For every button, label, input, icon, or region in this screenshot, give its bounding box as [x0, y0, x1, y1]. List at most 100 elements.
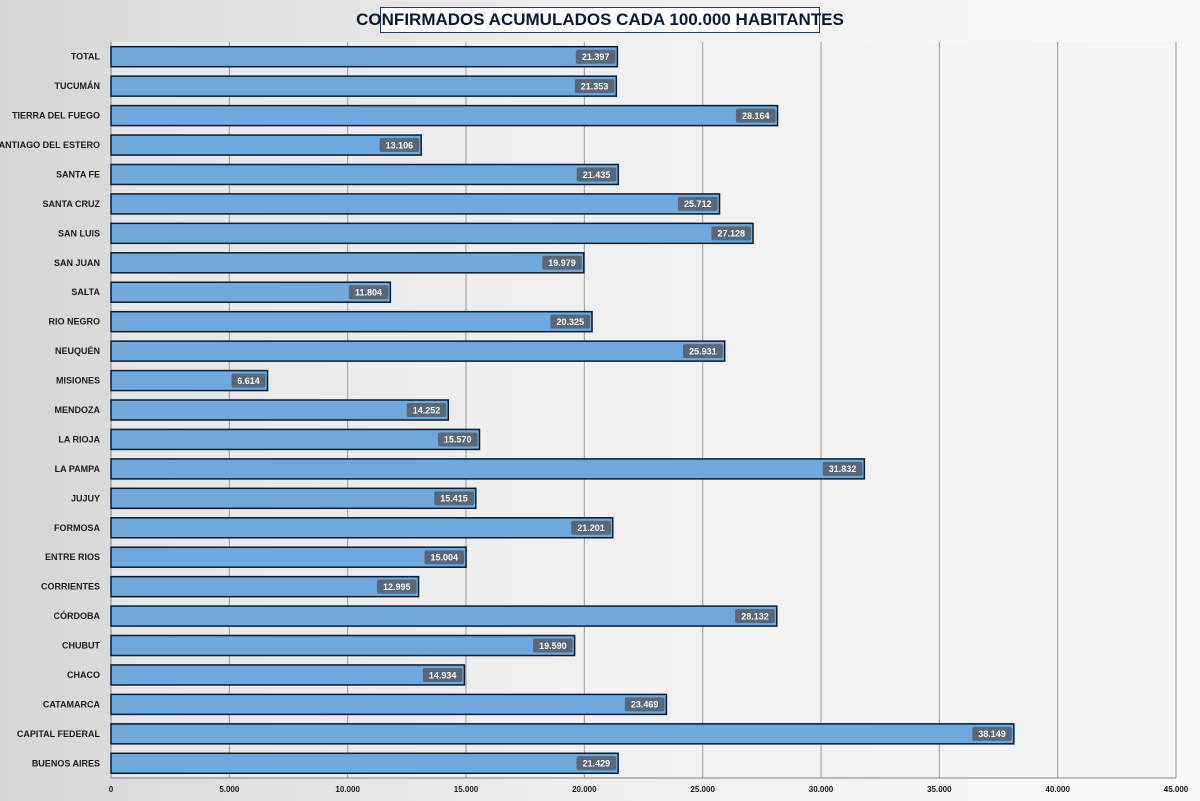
- bar: [110, 310, 593, 333]
- bar: [110, 487, 477, 510]
- bar: [110, 605, 778, 627]
- x-tick-label: 30.000: [809, 785, 834, 794]
- bar: [110, 634, 576, 657]
- bar: [110, 134, 422, 156]
- category-label: RIO NEGRO: [48, 317, 100, 327]
- data-label: 28.164: [742, 111, 770, 121]
- bar: [110, 340, 726, 362]
- data-label: 6.614: [237, 376, 260, 386]
- category-label: FORMOSA: [54, 523, 100, 533]
- data-label-box: [576, 756, 617, 771]
- data-label-box: [576, 167, 617, 182]
- category-label: ENTRE RIOS: [45, 552, 100, 562]
- bar: [110, 575, 420, 598]
- category-label: SAN LUIS: [58, 228, 100, 238]
- data-label: 13.106: [386, 140, 414, 150]
- category-label: CÓRDOBA: [54, 610, 101, 621]
- data-label-box: [550, 314, 591, 329]
- data-label: 19.590: [539, 641, 567, 651]
- category-label: CATAMARCA: [43, 699, 101, 709]
- bar: [110, 517, 614, 539]
- bar: [110, 75, 618, 97]
- data-label-box: [422, 667, 463, 682]
- category-label: LA PAMPA: [55, 464, 101, 474]
- category-label: MENDOZA: [55, 405, 101, 415]
- data-label: 28.132: [741, 611, 769, 621]
- data-label-box: [437, 432, 478, 447]
- data-label-box: [735, 609, 775, 624]
- data-label-box: [231, 373, 266, 388]
- bar: [110, 723, 1015, 745]
- data-label: 21.397: [582, 52, 610, 62]
- category-label: CAPITAL FEDERAL: [17, 729, 101, 739]
- data-label: 23.469: [631, 700, 659, 710]
- data-label-box: [542, 255, 582, 270]
- data-label: 15.004: [431, 553, 459, 563]
- bar: [110, 252, 585, 274]
- bar: [110, 664, 466, 686]
- data-label: 27.128: [717, 229, 745, 239]
- category-label: CORRIENTES: [41, 582, 100, 592]
- data-label-box: [574, 79, 615, 94]
- category-label: JUJUY: [71, 493, 100, 503]
- data-label-box: [677, 196, 718, 211]
- category-label: NEUQUÉN: [55, 346, 100, 356]
- bar: [110, 45, 619, 68]
- bar: [110, 369, 269, 392]
- data-label-box: [406, 403, 447, 417]
- category-label: TOTAL: [71, 52, 101, 62]
- data-label-box: [711, 226, 752, 241]
- x-tick-label: 0: [109, 785, 114, 794]
- category-label: MISIONES: [56, 376, 100, 386]
- data-label-box: [379, 138, 420, 153]
- bar: [110, 281, 392, 303]
- category-label: SAN JUAN: [54, 258, 100, 268]
- x-tick-label: 25.000: [690, 785, 715, 794]
- data-label: 38.149: [978, 729, 1006, 739]
- data-label: 21.353: [581, 81, 609, 91]
- bar: [110, 104, 779, 127]
- category-label: SANTA FE: [56, 169, 100, 179]
- category-label: SANTA CRUZ: [43, 199, 101, 209]
- category-label: CHUBUT: [62, 641, 100, 651]
- x-tick-label: 10.000: [335, 785, 360, 794]
- category-label: CHACO: [67, 670, 100, 680]
- category-label: LA RIOJA: [58, 434, 100, 444]
- category-label: SANTIAGO DEL ESTERO: [0, 140, 100, 150]
- data-label-box: [571, 520, 611, 535]
- data-label: 14.252: [413, 405, 441, 415]
- x-tick-label: 20.000: [572, 785, 597, 794]
- data-label-box: [424, 550, 465, 565]
- data-label-box: [348, 285, 389, 300]
- data-label: 20.325: [556, 317, 584, 327]
- bar: [110, 193, 721, 215]
- bar: [110, 428, 481, 451]
- data-label: 14.934: [429, 670, 457, 680]
- data-label-box: [683, 344, 723, 359]
- data-label: 21.435: [583, 170, 611, 180]
- bar: [110, 546, 467, 568]
- x-tick-label: 40.000: [1045, 785, 1070, 794]
- data-label-box: [376, 579, 417, 594]
- data-label: 15.415: [440, 494, 468, 504]
- bar: [110, 222, 754, 245]
- data-label-box: [575, 49, 616, 64]
- data-label: 19.979: [548, 258, 576, 268]
- data-label: 25.712: [684, 199, 712, 209]
- data-label-box: [735, 108, 776, 123]
- data-label-box: [624, 697, 665, 712]
- category-label: TIERRA DEL FUEGO: [12, 111, 100, 121]
- x-tick-label: 15.000: [454, 785, 479, 794]
- data-label: 15.570: [444, 435, 472, 445]
- data-label: 21.429: [583, 759, 611, 769]
- bar: [110, 752, 619, 775]
- data-label-box: [972, 726, 1012, 741]
- x-tick-label: 45.000: [1164, 785, 1189, 794]
- data-label: 11.804: [355, 288, 382, 298]
- category-label: BUENOS AIRES: [32, 758, 100, 768]
- x-tick-label: 5.000: [219, 785, 240, 794]
- data-label: 25.931: [689, 346, 717, 356]
- data-label-box: [822, 461, 863, 476]
